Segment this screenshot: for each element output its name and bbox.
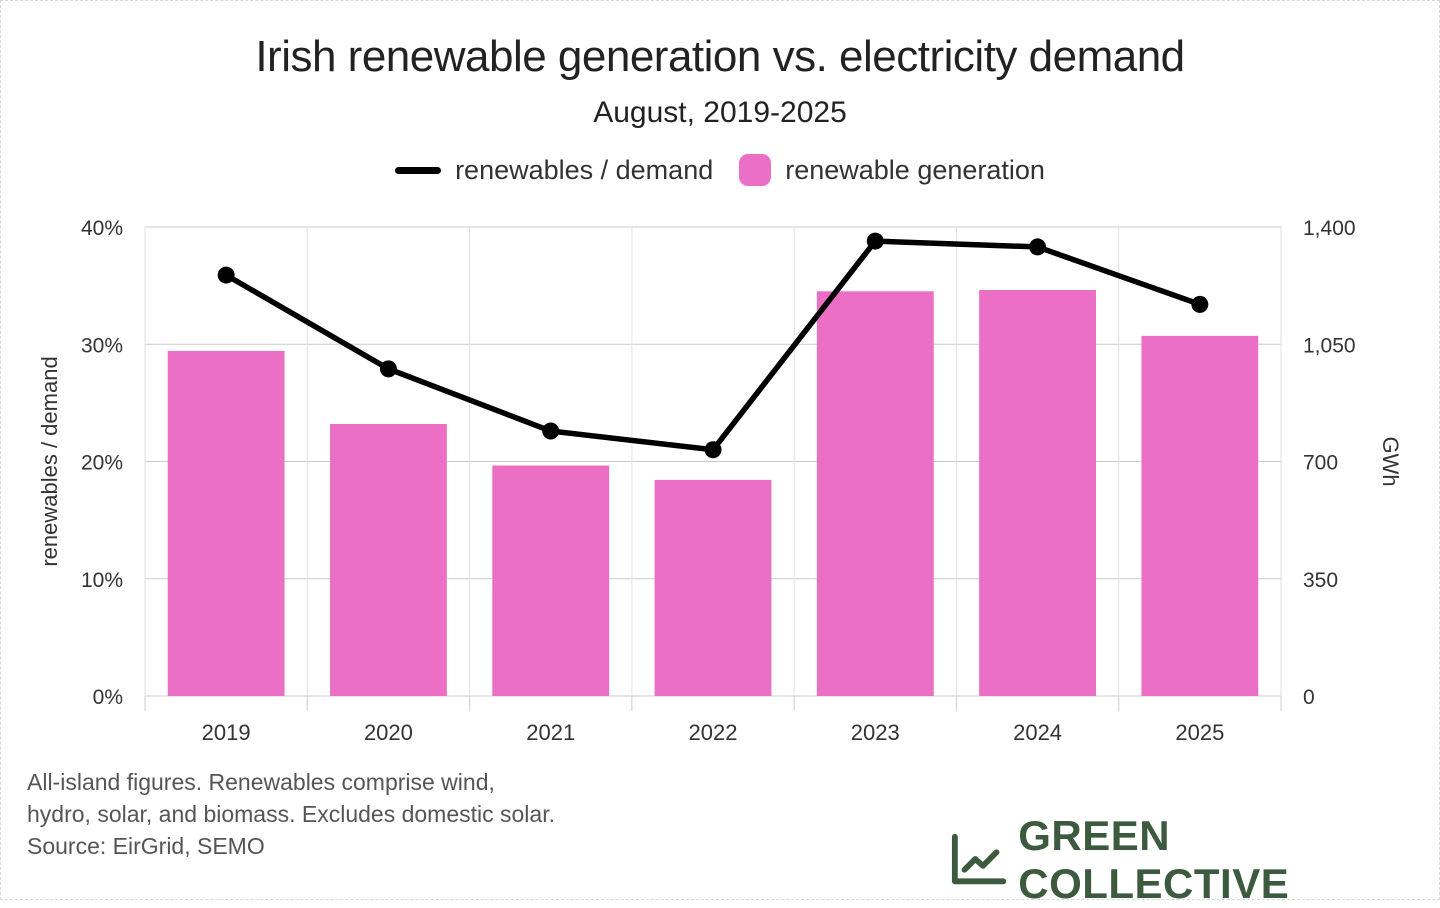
line-point-2020: [379, 360, 397, 378]
y2-axis-title: GWh: [1378, 436, 1403, 486]
line-chart-icon: [951, 833, 1007, 885]
footnote-line-2: hydro, solar, and biomass. Excludes dome…: [27, 801, 555, 827]
bar-2021: [492, 465, 610, 696]
brand-logo: GREEN COLLECTIVE: [950, 812, 1440, 908]
line-point-2023: [866, 232, 884, 250]
y-tick-label: 40%: [81, 217, 123, 240]
brand-name: GREEN COLLECTIVE: [1018, 812, 1290, 907]
y2-tick-label: 700: [1303, 452, 1338, 475]
x-tick-label: 2025: [1175, 720, 1224, 745]
footnote-line-1: All-island figures. Renewables comprise …: [27, 769, 495, 795]
bar-2020: [330, 423, 447, 696]
y-tick-label: 10%: [81, 569, 123, 592]
chart-title: Irish renewable generation vs. electrici…: [255, 32, 1185, 81]
y2-tick-label: 1,400: [1303, 217, 1356, 240]
legend-label-generation: renewable generation: [785, 154, 1045, 185]
line-point-2022: [704, 441, 722, 459]
y-tick-label: 20%: [81, 452, 123, 475]
legend-line-swatch: [395, 166, 442, 174]
x-tick-label: 2020: [364, 720, 413, 745]
y-tick-label: 30%: [81, 334, 123, 357]
bar-2023: [816, 291, 934, 696]
y-axis-title: renewables / demand: [37, 356, 62, 566]
y2-tick-label: 1,050: [1303, 334, 1356, 357]
line-point-2021: [542, 422, 560, 440]
line-point-2024: [1029, 238, 1047, 256]
y2-tick-label: 350: [1303, 569, 1338, 592]
y-tick-label: 0%: [93, 686, 123, 709]
line-point-2025: [1191, 295, 1209, 313]
y2-tick-label: 0: [1303, 686, 1315, 709]
footnote: All-island figures. Renewables comprise …: [27, 766, 555, 862]
x-tick-label: 2024: [1013, 720, 1062, 745]
bar-2024: [979, 289, 1096, 696]
legend-item-ratio: renewables / demand: [395, 155, 713, 186]
x-tick-label: 2022: [689, 720, 738, 745]
chart-legend: renewables / demand renewable generation: [0, 154, 1440, 186]
x-tick-label: 2019: [202, 720, 251, 745]
chart-subtitle: August, 2019-2025: [593, 96, 847, 129]
bar-2019: [167, 350, 285, 696]
legend-bar-swatch: [739, 154, 772, 186]
legend-item-generation: renewable generation: [713, 154, 1045, 186]
line-point-2019: [217, 266, 235, 284]
x-tick-label: 2021: [526, 720, 575, 745]
x-tick-label: 2023: [851, 720, 900, 745]
bar-2022: [654, 479, 772, 696]
legend-label-ratio: renewables / demand: [455, 154, 714, 185]
bar-2025: [1141, 335, 1259, 696]
footnote-source: Source: EirGrid, SEMO: [27, 833, 265, 859]
